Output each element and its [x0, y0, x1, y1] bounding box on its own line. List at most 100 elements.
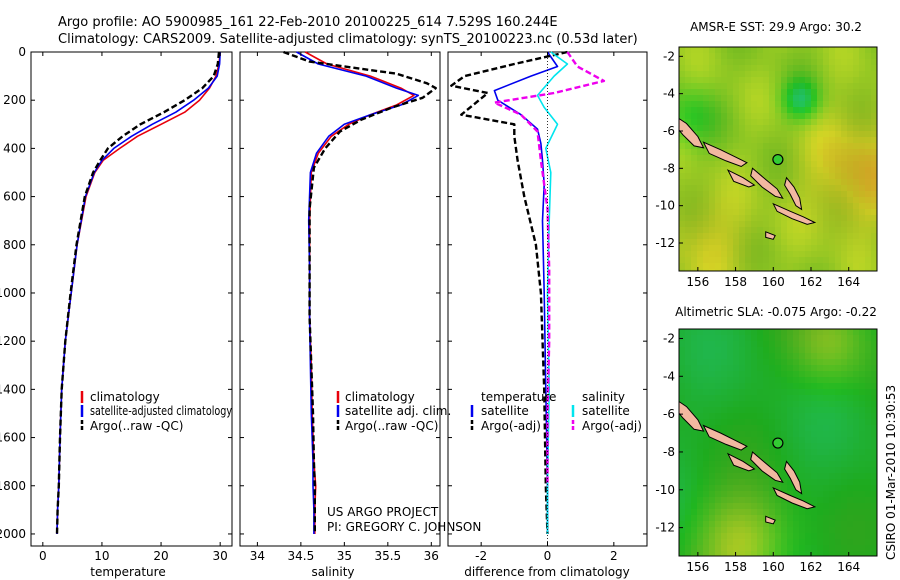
series-line-satellite [493, 51, 559, 534]
field-cell [841, 449, 848, 456]
field-cell [799, 509, 806, 516]
field-cell [805, 107, 812, 114]
field-cell [841, 497, 848, 504]
field-cell [829, 83, 836, 90]
field-cell [835, 497, 842, 504]
field-cell [787, 509, 794, 516]
field-cell [679, 257, 686, 264]
field-cell [847, 131, 854, 138]
field-cell [745, 125, 752, 132]
field-cell [841, 107, 848, 114]
field-cell [811, 95, 818, 102]
field-cell [835, 119, 842, 126]
field-cell [823, 89, 830, 96]
field-cell [829, 185, 836, 192]
field-cell [721, 221, 728, 228]
field-cell [829, 107, 836, 114]
field-cell [757, 407, 764, 414]
field-cell [679, 341, 686, 348]
field-cell [787, 263, 794, 270]
field-cell [817, 377, 824, 384]
field-cell [739, 257, 746, 264]
field-cell [715, 143, 722, 150]
field-cell [847, 443, 854, 450]
field-cell [745, 443, 752, 450]
field-cell [685, 353, 692, 360]
field-cell [841, 389, 848, 396]
field-cell [787, 173, 794, 180]
field-cell [715, 335, 722, 342]
field-cell [865, 149, 872, 156]
field-cell [691, 233, 698, 240]
field-cell [781, 239, 788, 246]
field-cell [751, 161, 758, 168]
field-cell [781, 335, 788, 342]
field-cell [853, 401, 860, 408]
field-cell [727, 353, 734, 360]
field-cell [697, 539, 704, 546]
field-cell [703, 119, 710, 126]
field-cell [757, 185, 764, 192]
field-cell [865, 431, 872, 438]
field-cell [823, 533, 830, 540]
field-cell [685, 341, 692, 348]
field-cell [781, 407, 788, 414]
field-cell [679, 377, 686, 384]
field-cell [859, 167, 866, 174]
field-cell [817, 65, 824, 72]
field-cell [871, 371, 877, 378]
field-cell [853, 341, 860, 348]
field-cell [703, 533, 710, 540]
field-cell [745, 203, 752, 210]
field-cell [751, 53, 758, 60]
field-cell [703, 365, 710, 372]
field-cell [721, 341, 728, 348]
field-cell [835, 107, 842, 114]
field-cell [805, 155, 812, 162]
field-cell [685, 77, 692, 84]
field-cell [739, 155, 746, 162]
field-cell [745, 269, 752, 271]
field-cell [697, 347, 704, 354]
field-cell [733, 83, 740, 90]
field-cell [739, 359, 746, 366]
field-cell [793, 251, 800, 258]
field-cell [763, 269, 770, 271]
field-cell [793, 257, 800, 264]
field-cell [835, 59, 842, 66]
field-cell [787, 137, 794, 144]
field-cell [823, 125, 830, 132]
field-cell [805, 131, 812, 138]
field-cell [751, 497, 758, 504]
field-cell [871, 119, 877, 126]
field-cell [865, 89, 872, 96]
field-cell [715, 371, 722, 378]
field-cell [811, 215, 818, 222]
field-cell [805, 89, 812, 96]
field-cell [691, 155, 698, 162]
field-cell [763, 509, 770, 516]
field-cell [865, 515, 872, 522]
field-cell [709, 401, 716, 408]
field-cell [847, 101, 854, 108]
field-cell [775, 269, 782, 271]
field-cell [685, 395, 692, 402]
field-cell [739, 419, 746, 426]
field-cell [805, 359, 812, 366]
field-cell [835, 173, 842, 180]
x-tick-label: 20 [153, 549, 168, 563]
field-cell [811, 437, 818, 444]
field-cell [721, 167, 728, 174]
field-cell [787, 545, 794, 552]
field-cell [751, 251, 758, 258]
field-cell [721, 407, 728, 414]
field-cell [835, 143, 842, 150]
field-cell [841, 383, 848, 390]
field-cell [787, 53, 794, 60]
field-cell [841, 503, 848, 510]
field-cell [715, 353, 722, 360]
field-cell [781, 257, 788, 264]
field-cell [757, 47, 764, 54]
lat-tick-label: -10 [655, 483, 675, 497]
field-cell [799, 257, 806, 264]
